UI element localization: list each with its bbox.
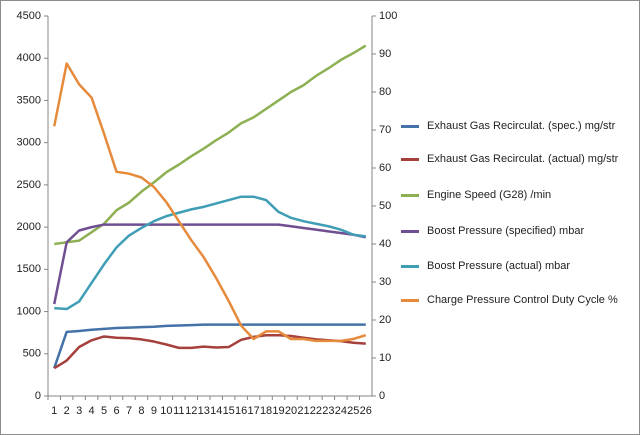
legend-entry: Boost Pressure (specified) mbar bbox=[401, 223, 626, 240]
x-tick-label: 22 bbox=[310, 405, 322, 417]
x-tick-label: 20 bbox=[285, 405, 297, 417]
y-tick-label: 500 bbox=[23, 348, 41, 360]
x-tick-label: 24 bbox=[335, 405, 347, 417]
x-tick-label: 2 bbox=[64, 405, 70, 417]
x-tick-label: 13 bbox=[198, 405, 210, 417]
x-tick-label: 6 bbox=[113, 405, 119, 417]
y-tick-label: 4000 bbox=[17, 52, 41, 64]
y-tick-label: 0 bbox=[35, 390, 41, 402]
series-line bbox=[54, 195, 366, 311]
x-tick-label: 16 bbox=[235, 405, 247, 417]
legend-swatch bbox=[401, 125, 419, 128]
series-line bbox=[54, 44, 367, 246]
x-tick-label: 10 bbox=[160, 405, 172, 417]
legend-entry: Boost Pressure (actual) mbar bbox=[401, 258, 626, 275]
x-tick-label: 3 bbox=[76, 405, 82, 417]
x-tick-label: 7 bbox=[126, 405, 132, 417]
y-tick-label: 1000 bbox=[17, 305, 41, 317]
x-tick-label: 23 bbox=[322, 405, 334, 417]
y2-tick-label: 70 bbox=[379, 124, 391, 136]
legend-swatch bbox=[401, 158, 419, 161]
x-tick-label: 18 bbox=[260, 405, 272, 417]
y2-tick-label: 30 bbox=[379, 276, 391, 288]
x-tick-label: 19 bbox=[272, 405, 284, 417]
legend-entry: Charge Pressure Control Duty Cycle % bbox=[401, 292, 626, 309]
y2-tick-label: 10 bbox=[379, 352, 391, 364]
legend-entry: Engine Speed (G28) /min bbox=[401, 187, 626, 204]
legend-entry: Exhaust Gas Recirculat. (spec.) mg/str bbox=[401, 118, 626, 135]
y2-tick-label: 40 bbox=[379, 238, 391, 250]
series-line bbox=[53, 223, 367, 305]
y2-tick-label: 50 bbox=[379, 200, 391, 212]
x-tick-label: 5 bbox=[101, 405, 107, 417]
series-line bbox=[53, 323, 366, 369]
legend-entry: Exhaust Gas Recirculat. (actual) mg/str bbox=[401, 151, 626, 168]
y-tick-label: 4500 bbox=[17, 10, 41, 22]
legend-label: Exhaust Gas Recirculat. (actual) mg/str bbox=[427, 153, 619, 165]
y-tick-label: 3000 bbox=[17, 137, 41, 149]
legend-label: Charge Pressure Control Duty Cycle % bbox=[427, 294, 618, 306]
legend-label: Boost Pressure (specified) mbar bbox=[427, 225, 585, 237]
y2-tick-label: 100 bbox=[379, 10, 397, 22]
legend-label: Boost Pressure (actual) mbar bbox=[427, 260, 571, 272]
y-tick-label: 2500 bbox=[17, 179, 41, 191]
x-tick-label: 15 bbox=[223, 405, 235, 417]
x-tick-label: 14 bbox=[210, 405, 222, 417]
y2-tick-label: 0 bbox=[379, 390, 385, 402]
legend-swatch bbox=[401, 230, 419, 233]
y-tick-label: 2000 bbox=[17, 221, 41, 233]
x-tick-label: 17 bbox=[247, 405, 259, 417]
x-tick-label: 4 bbox=[89, 405, 95, 417]
x-tick-label: 9 bbox=[151, 405, 157, 417]
legend-swatch bbox=[401, 194, 419, 197]
x-tick-label: 11 bbox=[173, 405, 184, 417]
x-tick-label: 12 bbox=[185, 405, 197, 417]
legend-swatch bbox=[401, 265, 419, 268]
y2-tick-label: 60 bbox=[379, 162, 391, 174]
x-tick-label: 25 bbox=[347, 405, 359, 417]
y-tick-label: 3500 bbox=[17, 94, 41, 106]
x-tick-label: 26 bbox=[360, 405, 372, 417]
y2-tick-label: 20 bbox=[379, 314, 391, 326]
x-tick-label: 1 bbox=[51, 405, 57, 417]
legend-label: Exhaust Gas Recirculat. (spec.) mg/str bbox=[427, 120, 616, 132]
x-tick-label: 8 bbox=[138, 405, 144, 417]
y2-tick-label: 90 bbox=[379, 48, 391, 60]
series-line bbox=[53, 333, 366, 370]
y2-tick-label: 80 bbox=[379, 86, 391, 98]
legend-swatch bbox=[401, 299, 419, 302]
series-line bbox=[53, 62, 367, 343]
x-tick-label: 21 bbox=[297, 405, 309, 417]
legend-label: Engine Speed (G28) /min bbox=[427, 189, 552, 201]
y-tick-label: 1500 bbox=[17, 263, 41, 275]
